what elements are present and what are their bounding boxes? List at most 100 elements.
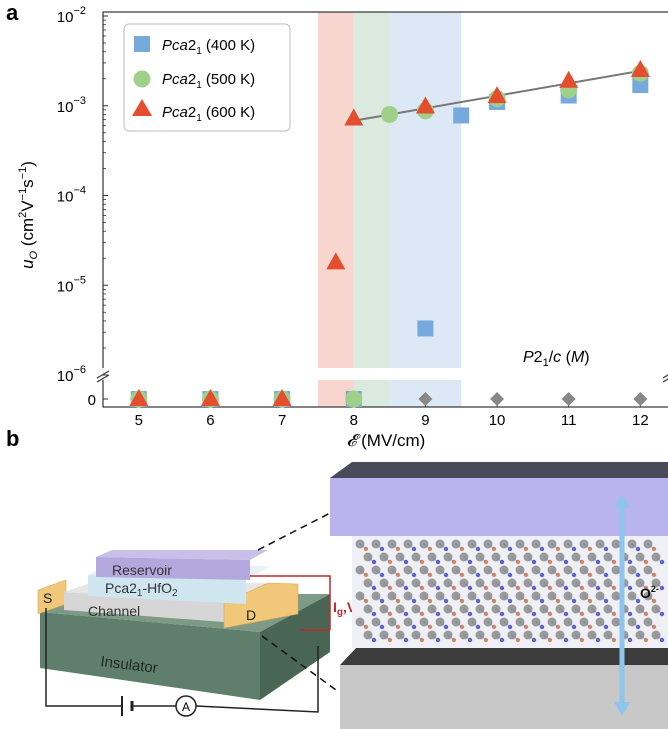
bond (543, 582, 551, 589)
bond (479, 582, 487, 589)
bond (647, 543, 655, 550)
y-axis-label: uO (cm2V−1s−1) (17, 161, 40, 269)
bond (407, 543, 415, 550)
bond (471, 569, 479, 576)
x-tick-label: 9 (421, 412, 429, 429)
bond (623, 608, 631, 615)
bond (519, 543, 527, 550)
lattice-atoms (355, 539, 665, 643)
bond (511, 556, 519, 563)
legend-entry-600k: Pca21 (600 K) (162, 104, 255, 124)
bond (423, 595, 431, 602)
bond (527, 582, 535, 589)
bond (631, 595, 639, 602)
bond (367, 556, 375, 563)
bond (495, 634, 503, 641)
bond (391, 543, 399, 550)
bond (431, 556, 439, 563)
bond (607, 556, 615, 563)
bond (415, 582, 423, 589)
bond (575, 556, 583, 563)
bond (359, 621, 367, 628)
bond (399, 608, 407, 615)
bond (519, 621, 527, 628)
bond (535, 569, 543, 576)
bond (447, 608, 455, 615)
legend-box (123, 23, 291, 132)
circuit-wire-left (45, 608, 122, 707)
bond (519, 595, 527, 602)
bond (575, 608, 583, 615)
source-label: S (43, 590, 52, 606)
axis-break-mark-right-1 (662, 374, 668, 379)
bond (391, 621, 399, 628)
marker-600k (415, 96, 435, 114)
bond (567, 569, 575, 576)
data-markers (129, 60, 650, 408)
bond (655, 582, 663, 589)
reservoir-label: Reservoir (112, 562, 172, 578)
bond (447, 556, 455, 563)
reservoir-front (96, 557, 250, 580)
channel-front (64, 592, 224, 622)
bond (543, 608, 551, 615)
bond (639, 634, 647, 641)
legend-circle-marker (133, 70, 151, 88)
bond (463, 608, 471, 615)
bond (455, 621, 463, 628)
shaded-band-1 (353, 12, 390, 407)
arrow-head-down (614, 702, 630, 716)
bond (431, 634, 439, 641)
bond (495, 556, 503, 563)
legend-square-marker (134, 36, 150, 52)
legend-entry-400k: Pca21 (400 K) (162, 37, 255, 57)
bond (455, 543, 463, 550)
bond (527, 608, 535, 615)
top-plate (330, 478, 668, 536)
axis-break-mark-left-2 (96, 374, 110, 383)
bond (591, 582, 599, 589)
bond (567, 595, 575, 602)
arrow-head-up (614, 494, 630, 508)
bond (639, 582, 647, 589)
bond (599, 595, 607, 602)
insulator-side (260, 594, 330, 700)
bond (583, 621, 591, 628)
bond (559, 556, 567, 563)
drain-label: D (246, 607, 256, 623)
shaded-band-0 (317, 12, 354, 407)
marker-600k (344, 108, 364, 126)
bond (607, 582, 615, 589)
zoom-line-top (257, 509, 337, 551)
marker-400k (453, 107, 470, 124)
x-tick-label: 11 (561, 412, 577, 429)
bond (415, 634, 423, 641)
bond (471, 543, 479, 550)
bond (359, 543, 367, 550)
bond (551, 621, 559, 628)
bond (447, 582, 455, 589)
bond (463, 556, 471, 563)
y-tick-label: 10−5 (57, 274, 86, 295)
bond (647, 569, 655, 576)
bottom-plate (340, 665, 668, 729)
panel-label-b: b (6, 426, 19, 451)
top-plate-top (330, 462, 668, 478)
marker-500k (381, 105, 399, 123)
hfo2-label: Pca21-HfO2 (105, 580, 178, 599)
bond (375, 595, 383, 602)
bond (551, 569, 559, 576)
bond (503, 569, 511, 576)
bond (639, 608, 647, 615)
bond (463, 582, 471, 589)
bond (519, 569, 527, 576)
bond (599, 621, 607, 628)
marker-600k (559, 70, 579, 88)
bond (575, 634, 583, 641)
axis-break-gap (96, 368, 668, 380)
bond (631, 569, 639, 576)
reservoir-top (96, 550, 268, 560)
oxygen-ion-label: O2- (640, 584, 659, 601)
bond (407, 595, 415, 602)
